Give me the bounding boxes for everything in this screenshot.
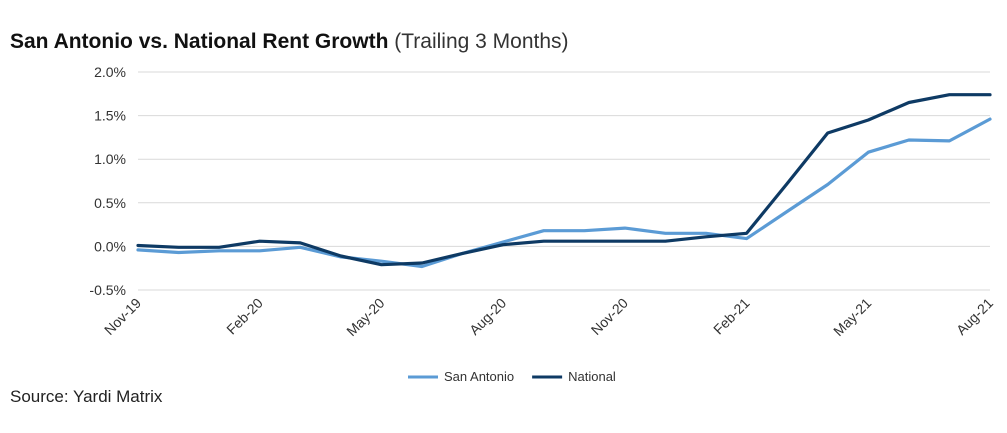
legend: San Antonio National — [408, 369, 616, 384]
y-axis-ticks: -0.5% 0.0% 0.5% 1.0% 1.5% 2.0% — [89, 64, 126, 298]
y-tick-label: 1.5% — [94, 108, 126, 124]
legend-label-national: National — [568, 369, 616, 384]
x-tick-label: Nov-19 — [101, 295, 144, 338]
y-tick-label: 0.5% — [94, 195, 126, 211]
x-axis-ticks: Nov-19 Feb-20 May-20 Aug-20 Nov-20 Feb-21 May-… — [101, 295, 996, 339]
x-tick-label: May-21 — [830, 295, 874, 339]
series-line-san-antonio — [136, 117, 992, 269]
series-line-national — [136, 93, 992, 267]
x-tick-label: May-20 — [343, 295, 387, 339]
y-tick-label: 2.0% — [94, 64, 126, 80]
x-tick-label: Nov-20 — [588, 295, 631, 338]
gridlines — [138, 71, 990, 291]
legend-label-san-antonio: San Antonio — [444, 369, 514, 384]
series-lines — [136, 93, 992, 269]
chart-title-main: San Antonio vs. National Rent Growth — [10, 30, 389, 53]
x-tick-label: Aug-21 — [953, 295, 996, 338]
x-tick-label: Feb-21 — [710, 295, 753, 338]
chart-subtitle: (Trailing 3 Months) — [394, 30, 569, 53]
chart-title: San Antonio vs. National Rent Growth (Tr… — [10, 30, 569, 54]
x-tick-label: Feb-20 — [223, 295, 266, 338]
y-tick-label: 0.0% — [94, 238, 126, 254]
source-note: Source: Yardi Matrix — [10, 387, 163, 406]
y-tick-label: 1.0% — [94, 151, 126, 167]
y-tick-label: -0.5% — [89, 282, 126, 298]
x-tick-label: Aug-20 — [466, 295, 509, 338]
